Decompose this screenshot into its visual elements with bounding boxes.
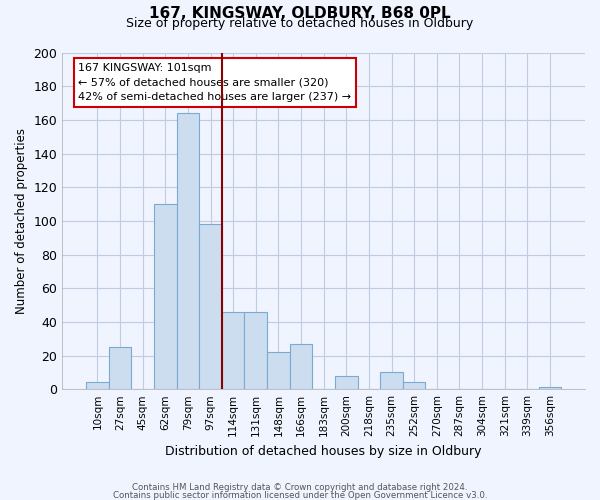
X-axis label: Distribution of detached houses by size in Oldbury: Distribution of detached houses by size …	[166, 444, 482, 458]
Bar	[267, 352, 290, 389]
Bar	[199, 224, 222, 389]
Bar	[403, 382, 425, 389]
Bar	[222, 312, 244, 389]
Text: Contains HM Land Registry data © Crown copyright and database right 2024.: Contains HM Land Registry data © Crown c…	[132, 483, 468, 492]
Bar	[380, 372, 403, 389]
Bar	[244, 312, 267, 389]
Text: 167, KINGSWAY, OLDBURY, B68 0PL: 167, KINGSWAY, OLDBURY, B68 0PL	[149, 6, 451, 20]
Bar	[86, 382, 109, 389]
Bar	[154, 204, 176, 389]
Bar	[335, 376, 358, 389]
Bar	[290, 344, 313, 389]
Text: Size of property relative to detached houses in Oldbury: Size of property relative to detached ho…	[127, 18, 473, 30]
Text: Contains public sector information licensed under the Open Government Licence v3: Contains public sector information licen…	[113, 490, 487, 500]
Bar	[539, 388, 561, 389]
Y-axis label: Number of detached properties: Number of detached properties	[15, 128, 28, 314]
Text: 167 KINGSWAY: 101sqm
← 57% of detached houses are smaller (320)
42% of semi-deta: 167 KINGSWAY: 101sqm ← 57% of detached h…	[78, 62, 351, 102]
Bar	[109, 347, 131, 389]
Bar	[176, 113, 199, 389]
